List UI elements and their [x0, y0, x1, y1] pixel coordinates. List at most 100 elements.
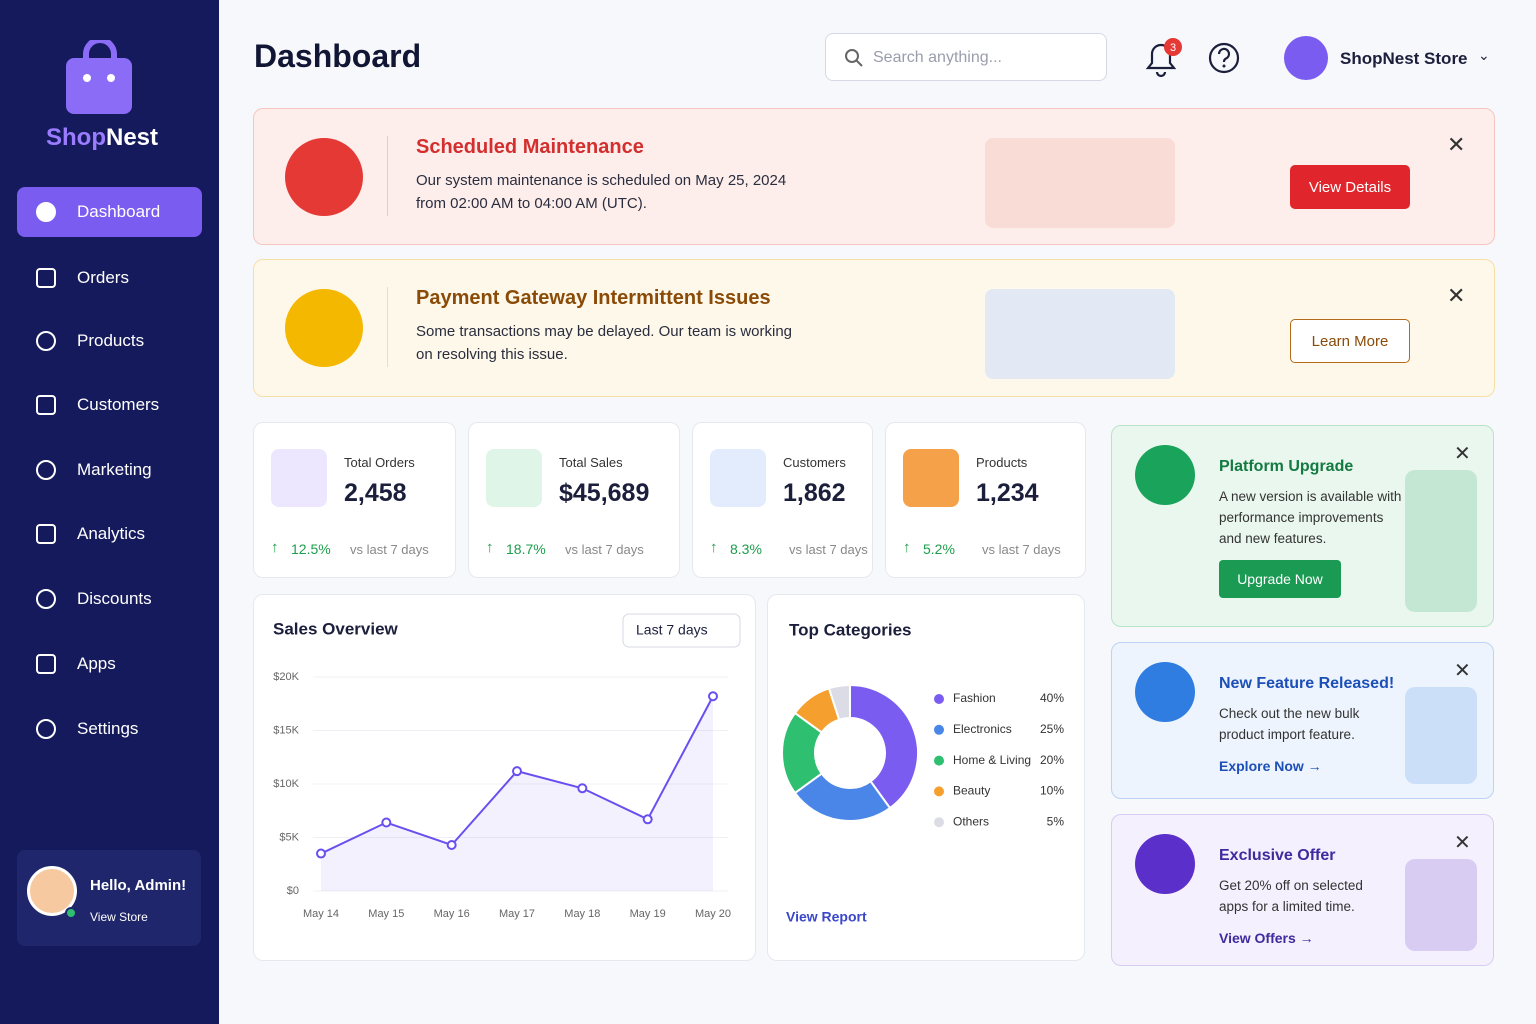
stat-icon: [903, 449, 959, 507]
alert-text: on resolving this issue.: [416, 346, 568, 363]
promo-button[interactable]: View Offers →: [1219, 930, 1314, 946]
promo-title: Exclusive Offer: [1219, 847, 1336, 864]
range-select-label: Last 7 days: [636, 622, 708, 638]
x-tick-label: May 17: [499, 908, 535, 920]
y-tick-label: $15K: [273, 724, 299, 736]
stat-change: 5.2%: [923, 541, 955, 557]
nav-item[interactable]: Settings: [77, 719, 139, 738]
y-tick-label: $20K: [273, 671, 299, 683]
range-select[interactable]: [622, 613, 741, 648]
promo-illustration: [1405, 470, 1477, 612]
stat-compare: vs last 7 days: [350, 542, 429, 557]
stat-arrow: ↑: [271, 539, 279, 556]
legend-dot: [934, 786, 944, 797]
nav-icon: [36, 589, 56, 609]
nav-item[interactable]: Apps: [77, 654, 116, 673]
promo-close[interactable]: ✕: [1454, 443, 1471, 465]
alert-icon: [285, 289, 363, 367]
point: [446, 839, 457, 850]
promo-close[interactable]: ✕: [1454, 832, 1471, 854]
store-avatar: [1284, 36, 1328, 80]
alert-close[interactable]: ✕: [1447, 132, 1466, 157]
stat-card: [692, 422, 873, 578]
brand-second: Nest: [105, 124, 159, 151]
promo-text: performance improvements: [1219, 510, 1384, 525]
alert-title: Scheduled Maintenance: [416, 136, 644, 158]
promo-text: product import feature.: [1219, 727, 1355, 742]
notification-bell[interactable]: 3: [1140, 36, 1190, 80]
point: [642, 814, 653, 825]
legend-value: 20%: [1040, 753, 1064, 767]
x-tick-label: May 19: [630, 908, 666, 920]
greeting: Hello, Admin!: [90, 877, 187, 894]
chart-title: Sales Overview: [273, 619, 399, 638]
promo-close[interactable]: ✕: [1454, 660, 1471, 682]
x-tick-label: May 20: [695, 908, 731, 920]
search-box[interactable]: Search anything...: [825, 33, 1107, 81]
store-name[interactable]: ShopNest Store: [1340, 49, 1468, 68]
nav-icon: [36, 202, 56, 222]
legend-dot: [934, 755, 944, 766]
page-title: Dashboard: [254, 38, 422, 74]
legend-dot: [934, 694, 944, 704]
logo-eye: [83, 74, 91, 82]
alert-divider: [387, 287, 388, 367]
alert-text: Our system maintenance is scheduled on M…: [416, 172, 787, 189]
alert-button[interactable]: Learn More: [1290, 319, 1410, 363]
legend-dot: [934, 817, 944, 828]
promo-icon: [1135, 662, 1195, 722]
nav-item[interactable]: Products: [77, 331, 145, 350]
alert-close[interactable]: ✕: [1447, 283, 1466, 308]
brand-logo: [66, 40, 132, 114]
promo-button[interactable]: Explore Now →: [1219, 758, 1322, 774]
alert-banner: [253, 259, 1495, 397]
alert-icon: [285, 138, 363, 216]
promo-button[interactable]: Upgrade Now: [1219, 560, 1341, 598]
stat-label: Products: [976, 455, 1028, 470]
y-tick-label: $5K: [279, 831, 299, 843]
promo-icon: [1135, 834, 1195, 894]
nav-item[interactable]: Analytics: [77, 524, 146, 543]
stat-compare: vs last 7 days: [982, 542, 1061, 557]
legend-value: 40%: [1040, 691, 1064, 705]
stat-arrow: ↑: [903, 539, 911, 556]
promo-illustration: [1405, 687, 1477, 784]
area: [321, 696, 713, 891]
stat-icon: [486, 449, 542, 507]
stat-value: 1,862: [783, 479, 846, 507]
x-tick-label: May 18: [564, 908, 600, 920]
help-icon[interactable]: [1207, 41, 1241, 75]
alert-illustration: [985, 289, 1175, 379]
stat-change: 8.3%: [730, 541, 762, 557]
alert-title: Payment Gateway Intermittent Issues: [416, 287, 771, 309]
nav-icon: [36, 460, 56, 480]
view-store-link[interactable]: View Store: [90, 910, 148, 924]
search-placeholder: Search anything...: [873, 49, 1002, 66]
stat-icon: [271, 449, 327, 507]
sales-card: [253, 594, 756, 961]
stat-label: Total Sales: [559, 455, 623, 470]
legend-value: 5%: [1047, 814, 1065, 828]
nav-item[interactable]: Dashboard: [77, 202, 161, 221]
nav-item[interactable]: Orders: [77, 268, 129, 287]
promo-icon: [1135, 445, 1195, 505]
nav-item[interactable]: Customers: [77, 395, 160, 414]
nav-icon: [36, 268, 56, 288]
alert-divider: [387, 136, 388, 216]
legend-value: 25%: [1040, 722, 1064, 736]
view-report-link[interactable]: View Report: [786, 909, 867, 925]
stat-arrow: ↑: [486, 539, 494, 556]
nav-item[interactable]: Discounts: [77, 589, 152, 608]
promo-text: and new features.: [1219, 531, 1327, 546]
alert-button[interactable]: View Details: [1290, 165, 1410, 209]
nav-item[interactable]: Marketing: [77, 460, 152, 479]
nav-icon: [36, 395, 56, 415]
alert-banner: [253, 108, 1495, 245]
store-chevron[interactable]: ⌄: [1478, 47, 1490, 63]
chart-title: Top Categories: [789, 620, 911, 639]
x-tick-label: May 14: [303, 908, 339, 920]
